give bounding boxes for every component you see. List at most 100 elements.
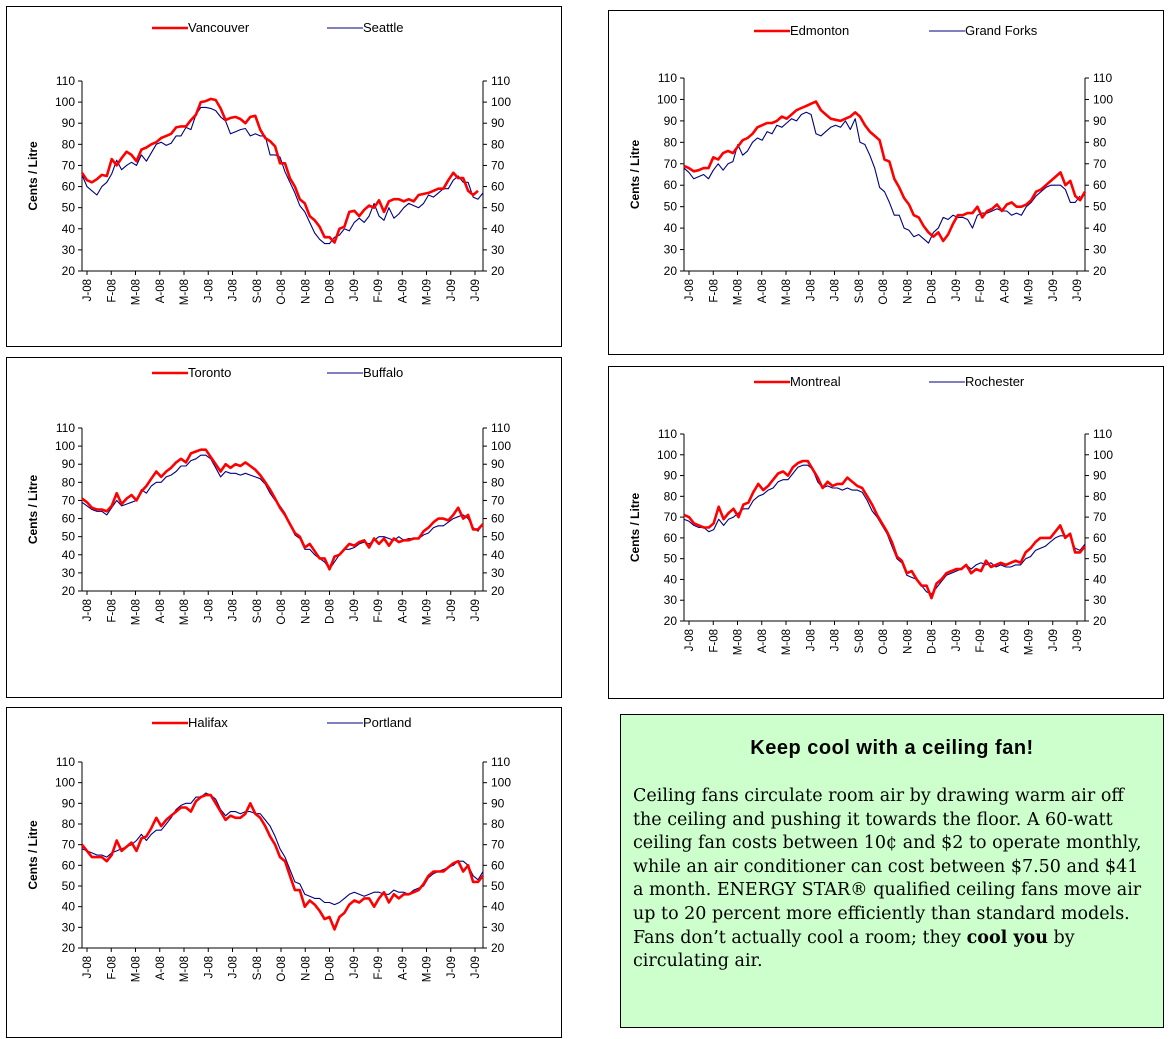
x-tick-label: J-08	[684, 629, 696, 651]
x-tick-label: F-08	[106, 279, 118, 303]
y-tick-label-right: 80	[1093, 135, 1107, 149]
y-tick-label-right: 70	[491, 158, 505, 172]
y-tick-label-left: 100	[55, 439, 75, 453]
y-tick-label-left: 110	[658, 427, 677, 441]
x-tick-label: M-09	[1024, 629, 1036, 655]
x-tick-label: O-08	[878, 279, 890, 305]
series-line-vancouver	[80, 97, 479, 244]
tip-body-end: by circulating air.	[633, 927, 1075, 972]
y-tick-label-left: 60	[62, 512, 76, 526]
y-tick-label-right: 30	[1093, 243, 1107, 257]
y-tick-label-right: 80	[491, 137, 505, 151]
y-tick-label-right: 100	[1093, 448, 1113, 462]
y-tick-label-right: 90	[491, 457, 505, 471]
y-tick-label-right: 50	[491, 201, 505, 215]
x-tick-label: J-09	[446, 599, 458, 621]
x-tick-label: J-08	[830, 629, 842, 651]
x-tick-label: M-09	[1024, 279, 1036, 305]
x-tick-label: A-08	[155, 599, 167, 623]
x-tick-label: M-08	[179, 956, 191, 982]
y-tick-label-right: 100	[1093, 92, 1113, 106]
x-tick-label: J-08	[684, 279, 696, 301]
y-tick-label-left: 90	[62, 457, 76, 471]
y-axis-title: Cents / Litre	[26, 475, 40, 545]
chart-panel-halifax-portland: 20 20 30 30 40 40 50 50 60 60 70 70 80 80 90 90 100 100 11…	[6, 707, 562, 1038]
y-tick-label-left: 80	[62, 137, 76, 151]
y-tick-label-right: 110	[491, 755, 510, 769]
y-tick-label-right: 50	[1093, 200, 1107, 214]
y-tick-label-right: 80	[1093, 489, 1107, 503]
x-tick-label: A-08	[757, 279, 769, 303]
x-tick-label: A-09	[397, 956, 409, 980]
y-tick-label-left: 70	[62, 838, 76, 852]
ceiling-fan-tip-box: Keep cool with a ceiling fan! Ceiling fa…	[620, 714, 1164, 1028]
y-tick-label-left: 30	[664, 593, 678, 607]
legend-label: Seattle	[363, 20, 403, 35]
x-tick-label: F-08	[106, 599, 118, 623]
x-tick-label: M-09	[422, 599, 434, 625]
x-tick-label: D-08	[325, 599, 337, 624]
x-tick-label: M-08	[131, 279, 143, 305]
y-tick-label-right: 40	[1093, 572, 1107, 586]
y-tick-label-left: 30	[62, 243, 76, 257]
x-tick-label: F-08	[708, 279, 720, 303]
x-tick-label: F-09	[373, 279, 385, 303]
x-tick-label: S-08	[252, 599, 264, 623]
x-tick-label: J-09	[446, 279, 458, 301]
series-line-grand-forks	[683, 111, 1081, 244]
y-tick-label-right: 60	[1093, 531, 1107, 545]
y-tick-label-right: 40	[1093, 221, 1107, 235]
y-tick-label-left: 50	[62, 530, 76, 544]
x-tick-label: A-09	[397, 599, 409, 623]
x-tick-label: F-09	[373, 956, 385, 980]
y-tick-label-right: 110	[491, 421, 510, 435]
x-tick-label: M-08	[733, 629, 745, 655]
y-tick-label-left: 100	[55, 95, 75, 109]
x-tick-label: J-08	[805, 279, 817, 301]
legend-label: Toronto	[188, 365, 231, 380]
y-tick-label-left: 40	[664, 572, 678, 586]
y-tick-label-left: 90	[664, 114, 678, 128]
y-tick-label-right: 110	[491, 74, 510, 88]
y-tick-label-right: 80	[491, 817, 505, 831]
y-tick-label-right: 20	[491, 584, 505, 598]
x-tick-label: J-08	[830, 279, 842, 301]
y-tick-label-right: 110	[1093, 427, 1112, 441]
x-tick-label: J-09	[1072, 629, 1084, 651]
y-tick-label-left: 20	[62, 584, 76, 598]
x-tick-label: M-08	[733, 279, 745, 305]
x-tick-label: J-08	[203, 599, 215, 621]
x-tick-label: J-08	[228, 956, 240, 978]
y-tick-label-right: 50	[491, 530, 505, 544]
y-tick-label-left: 100	[55, 776, 75, 790]
x-tick-label: J-09	[1048, 279, 1060, 301]
y-tick-label-left: 50	[62, 201, 76, 215]
x-tick-label: M-08	[781, 629, 793, 655]
y-tick-label-left: 40	[62, 222, 76, 236]
x-tick-label: N-08	[300, 956, 312, 981]
y-tick-label-left: 60	[664, 531, 678, 545]
x-tick-label: N-08	[902, 279, 914, 304]
y-tick-label-right: 40	[491, 548, 505, 562]
y-tick-label-right: 20	[491, 264, 505, 278]
chart-panel-edmonton-grand-forks: 20 20 30 30 40 40 50 50 60 60 70 70 80 80 90 90 100 100 11…	[608, 10, 1164, 355]
line-chart: 20 20 30 30 40 40 50 50 60 60 70 70 80 80 90 90 100 100 11…	[26, 715, 511, 982]
y-tick-label-right: 30	[1093, 593, 1107, 607]
x-tick-label: A-08	[155, 279, 167, 303]
y-tick-label-left: 40	[62, 548, 76, 562]
x-tick-label: D-08	[927, 279, 939, 304]
line-chart: 20 20 30 30 40 40 50 50 60 60 70 70 80 80 90 90 100 100 11…	[628, 374, 1113, 655]
y-tick-label-left: 60	[664, 178, 678, 192]
x-tick-label: J-08	[82, 956, 94, 978]
y-tick-label-left: 70	[664, 157, 678, 171]
x-tick-label: F-09	[975, 279, 987, 303]
x-tick-label: S-08	[854, 629, 866, 653]
x-tick-label: M-08	[781, 279, 793, 305]
line-chart: 20 20 30 30 40 40 50 50 60 60 70 70 80 80 90 90 100 100 11…	[628, 23, 1113, 305]
y-tick-label-left: 100	[657, 92, 677, 106]
y-tick-label-right: 90	[1093, 114, 1107, 128]
x-tick-label: O-08	[276, 599, 288, 625]
y-tick-label-right: 70	[1093, 510, 1107, 524]
line-chart: 20 20 30 30 40 40 50 50 60 60 70 70 80 80 90 90 100 100 11…	[26, 365, 511, 625]
x-tick-label: J-09	[349, 279, 361, 301]
